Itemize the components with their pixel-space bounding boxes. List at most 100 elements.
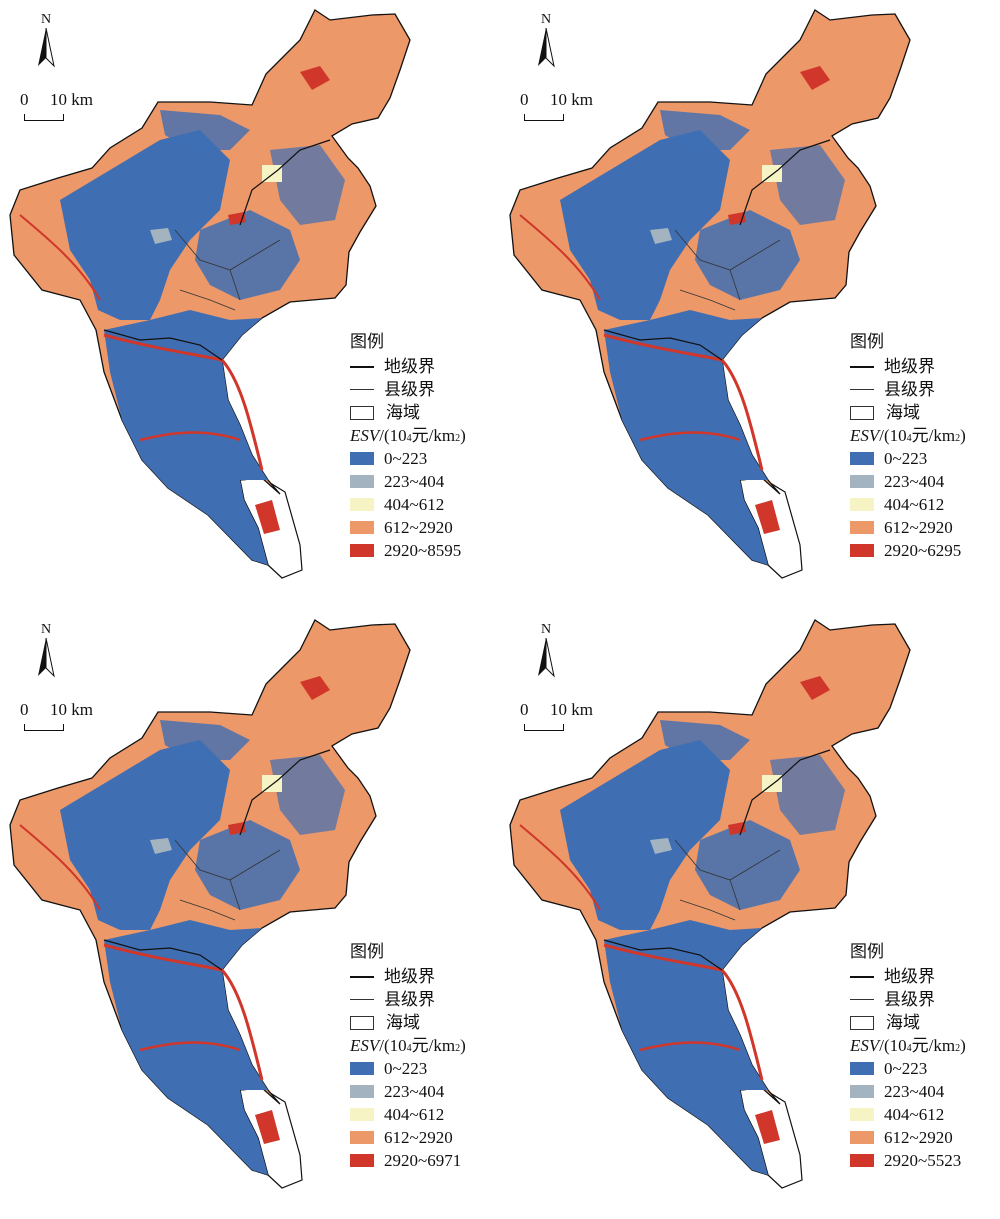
high-esv-patch xyxy=(300,676,330,700)
north-arrow-icon xyxy=(538,637,555,678)
scale-zero-label: 0 xyxy=(520,90,529,109)
legend-class-swatch xyxy=(850,544,874,557)
esv-unit-label: ESV/(10 4 元/km 2) xyxy=(850,1036,966,1055)
legend-class-swatch xyxy=(850,1131,874,1144)
legend-label: 地级界 xyxy=(384,357,435,376)
scale-bar-line xyxy=(524,724,564,731)
legend-class-row: 404~612 xyxy=(350,493,500,516)
legend-class-swatch xyxy=(350,521,374,534)
legend-class-label: 223~404 xyxy=(384,1082,445,1101)
city-boundary xyxy=(103,139,331,361)
legend-title: 图例 xyxy=(850,332,884,351)
low-esv-zone-north xyxy=(660,720,750,760)
city-boundary xyxy=(603,749,831,971)
legend-class-row: 404~612 xyxy=(850,1103,1000,1126)
legend-row-county-boundary: 县级界 xyxy=(850,378,1000,401)
low-esv-zone-north xyxy=(160,720,250,760)
north-arrow: N xyxy=(534,622,558,682)
scale-zero-label: 0 xyxy=(20,90,29,109)
scale-ten-label: 10 km xyxy=(550,700,593,719)
legend-label: 地级界 xyxy=(884,967,935,986)
scale-bar: 0 10 km xyxy=(518,90,628,124)
map-panel-1: N 0 10 km 图例 地级界 县级界 海域 xyxy=(0,0,500,609)
high-esv-patch xyxy=(755,500,780,534)
sea-symbol xyxy=(850,405,874,420)
esv-unit-part: 元/km xyxy=(911,1036,956,1055)
esv-variable: ESV xyxy=(350,426,380,445)
mid-esv-patch xyxy=(650,838,672,854)
low-esv-zone-south xyxy=(104,920,268,1175)
esv-unit-label: ESV/(10 4 元/km 2) xyxy=(350,426,466,445)
legend: 图例 地级界 县级界 海域 ESV/(10 4 元/km 2) 0~223 223~40… xyxy=(850,330,1000,562)
scale-bar-line xyxy=(24,114,64,121)
north-arrow: N xyxy=(34,12,58,72)
legend-class-swatch xyxy=(850,1085,874,1098)
low-esv-zone-west xyxy=(60,740,230,930)
esv-unit-part: ) xyxy=(460,1036,466,1055)
legend-class-row: 0~223 xyxy=(350,1057,500,1080)
sea-symbol xyxy=(350,1015,374,1030)
legend-row-city-boundary: 地级界 xyxy=(350,355,500,378)
legend-label: 海域 xyxy=(386,1013,420,1032)
scale-ten-label: 10 km xyxy=(50,700,93,719)
legend-class-swatch xyxy=(350,452,374,465)
legend-class-label: 612~2920 xyxy=(884,1128,953,1147)
legend-class-row: 612~2920 xyxy=(350,516,500,539)
legend-row-county-boundary: 县级界 xyxy=(350,378,500,401)
legend-row-city-boundary: 地级界 xyxy=(350,965,500,988)
low-esv-zone-north xyxy=(660,110,750,150)
legend-class-row: 0~223 xyxy=(850,447,1000,470)
legend-class-label: 0~223 xyxy=(884,449,928,468)
north-arrow-icon xyxy=(38,637,55,678)
esv-unit-part: ) xyxy=(960,426,966,445)
map-canvas xyxy=(9,619,411,1189)
legend-class-label: 223~404 xyxy=(884,1082,945,1101)
legend-class-row: 2920~6295 xyxy=(850,539,1000,562)
legend-class-row: 404~612 xyxy=(850,493,1000,516)
city-boundary xyxy=(603,139,831,361)
legend-classes: 0~223 223~404 404~612 612~2920 2920~6295 xyxy=(850,447,1000,562)
legend-class-swatch xyxy=(350,1062,374,1075)
legend-class-swatch xyxy=(850,521,874,534)
legend-class-swatch xyxy=(350,1108,374,1121)
legend-class-swatch xyxy=(850,475,874,488)
legend-class-label: 2920~6971 xyxy=(384,1151,462,1170)
low-esv-zone-north xyxy=(160,110,250,150)
scale-ten-label: 10 km xyxy=(550,90,593,109)
legend: 图例 地级界 县级界 海域 ESV/(10 4 元/km 2) 0~223 223~40… xyxy=(850,940,1000,1172)
legend-class-swatch xyxy=(850,1062,874,1075)
legend-label: 县级界 xyxy=(884,990,935,1009)
legend-class-swatch xyxy=(350,498,374,511)
north-arrow: N xyxy=(34,622,58,682)
low-esv-zone-south xyxy=(104,310,268,565)
low-esv-zone-east xyxy=(270,145,345,225)
legend-class-swatch xyxy=(350,1085,374,1098)
high-esv-patch xyxy=(255,1110,280,1144)
map-panel-4: N 0 10 km 图例 地级界 县级界 海域 xyxy=(500,610,1000,1219)
legend-class-row: 0~223 xyxy=(850,1057,1000,1080)
legend-class-swatch xyxy=(350,1131,374,1144)
city-boundary xyxy=(103,749,331,971)
esv-variable: ESV xyxy=(850,426,880,445)
low-esv-zone-center xyxy=(195,210,300,300)
legend-class-label: 404~612 xyxy=(384,1105,445,1124)
legend-title: 图例 xyxy=(350,332,384,351)
legend-class-row: 223~404 xyxy=(850,1080,1000,1103)
north-label: N xyxy=(40,12,52,27)
map-canvas xyxy=(9,9,411,579)
legend-class-label: 2920~6295 xyxy=(884,541,962,560)
legend-class-label: 0~223 xyxy=(384,1059,428,1078)
low-esv-zone-west xyxy=(560,130,730,320)
legend-class-label: 404~612 xyxy=(884,1105,945,1124)
legend-label: 县级界 xyxy=(884,380,935,399)
low-esv-zone-east xyxy=(770,145,845,225)
legend-label: 海域 xyxy=(386,403,420,422)
north-arrow-icon xyxy=(38,27,55,68)
legend-row-county-boundary: 县级界 xyxy=(850,988,1000,1011)
legend-class-row: 223~404 xyxy=(350,1080,500,1103)
low-esv-zone-west xyxy=(60,130,230,320)
legend-label: 地级界 xyxy=(384,967,435,986)
high-esv-river xyxy=(139,431,241,442)
legend-class-row: 223~404 xyxy=(350,470,500,493)
legend-label: 海域 xyxy=(886,1013,920,1032)
